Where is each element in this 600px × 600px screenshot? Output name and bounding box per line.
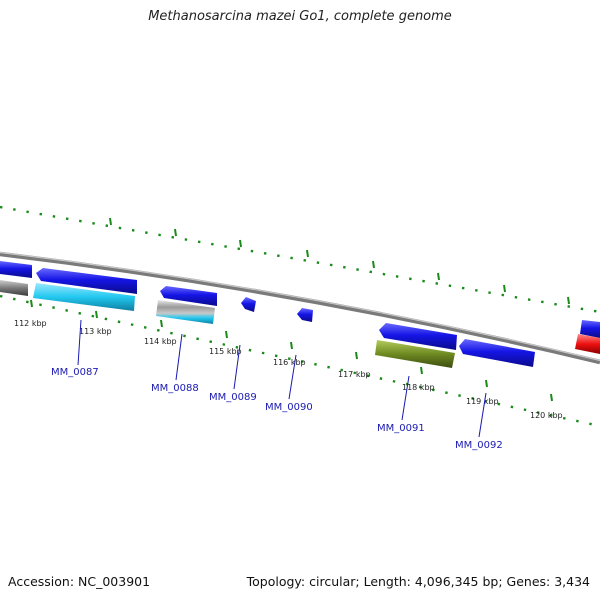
genome-stats: Topology: circular; Length: 4,096,345 bp… — [246, 574, 590, 589]
feature-block[interactable] — [375, 340, 455, 368]
feature-block[interactable] — [156, 300, 215, 324]
gc-skew-track — [0, 294, 600, 428]
feature-block[interactable] — [33, 283, 135, 311]
kbp-tick-label: 112 kbp — [14, 319, 47, 328]
accession-label: Accession: NC_003901 — [8, 574, 151, 589]
feature-block[interactable] — [575, 334, 600, 354]
kbp-tick-label: 114 kbp — [144, 337, 177, 346]
gene-arrow[interactable] — [379, 323, 457, 350]
kbp-scale: 112 kbp 113 kbp 114 kbp 115 kbp 116 kbp … — [14, 319, 563, 420]
kbp-tick-label: 115 kbp — [209, 347, 242, 356]
kbp-tick-label: 117 kbp — [338, 370, 371, 379]
gene-arrow[interactable] — [241, 297, 256, 312]
kbp-tick-label: 119 kbp — [466, 397, 499, 406]
kbp-tick-label: 118 kbp — [402, 383, 435, 392]
gene-label[interactable]: MM_0088 — [151, 383, 199, 394]
forward-genes — [0, 261, 600, 367]
genome-backbone — [0, 251, 600, 365]
kbp-tick-label: 116 kbp — [273, 358, 306, 367]
gene-arrow[interactable] — [297, 308, 313, 322]
gene-label[interactable]: MM_0092 — [455, 440, 503, 451]
kbp-tick-label: 120 kbp — [530, 411, 563, 420]
feature-block[interactable] — [0, 280, 28, 296]
gene-label[interactable]: MM_0089 — [209, 392, 257, 403]
gene-label[interactable]: MM_0087 — [51, 367, 99, 378]
gene-arrow[interactable] — [36, 268, 137, 294]
gene-label[interactable]: MM_0091 — [377, 423, 425, 434]
gene-label[interactable]: MM_0090 — [265, 402, 313, 413]
feature-blocks — [0, 280, 600, 368]
gene-arrow[interactable] — [160, 286, 217, 306]
kbp-tick-label: 113 kbp — [79, 327, 112, 336]
gene-arrow[interactable] — [580, 320, 600, 338]
gene-arrow[interactable] — [459, 339, 535, 367]
map-title: Methanosarcina mazei Go1, complete genom… — [148, 9, 452, 24]
gene-labels: MM_0087 MM_0088 MM_0089 MM_0090 MM_0091 … — [51, 319, 503, 451]
gc-content-track — [0, 205, 600, 314]
gene-arrow[interactable] — [0, 261, 32, 278]
